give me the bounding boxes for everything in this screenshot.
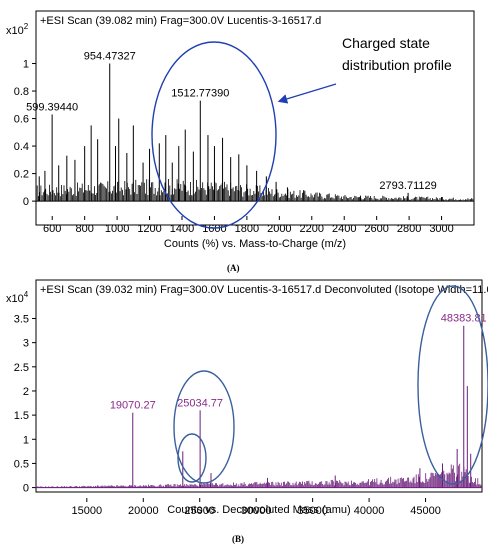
y-tick-label: 0.8 <box>14 86 29 98</box>
x-tick-label: 20000 <box>128 505 159 517</box>
panel-b-x-label: Counts vs. Deconvoluted Mass (amu) <box>167 504 350 516</box>
peak-label: 48383.81 <box>441 313 487 325</box>
y-tick-label: 3 <box>23 338 29 350</box>
panel-b-noise <box>35 463 482 489</box>
x-tick-label: 800 <box>75 223 93 235</box>
peak-label: 2793.71129 <box>379 180 436 192</box>
peak-label: 19070.27 <box>110 400 156 412</box>
x-tick-label: 30000 <box>241 505 272 517</box>
x-tick-label: 1200 <box>137 223 161 235</box>
panel-b-frame <box>35 279 483 493</box>
x-tick-label: 1000 <box>105 223 129 235</box>
y-tick-label: 2 <box>23 386 29 398</box>
peak-label: 954.47327 <box>84 51 136 63</box>
panel-a-frame <box>35 10 475 226</box>
x-tick-label: 1800 <box>235 223 259 235</box>
panel-b-peaks <box>132 325 472 488</box>
ellipse-48k <box>417 285 488 485</box>
panel-b-peak-labels: 19070.27 25034.77 48383.81 <box>110 313 487 412</box>
panel-a-header: +ESI Scan (39.082 min) Frag=300.0V Lucen… <box>40 15 321 27</box>
y-tick-label: 2.5 <box>14 362 29 374</box>
x-tick-label: 2200 <box>300 223 324 235</box>
x-tick-label: 600 <box>43 223 61 235</box>
panel-a-x-ticks: 600 800 1000 1200 1400 1600 1800 2000 2200 2400 26… <box>43 216 454 235</box>
panel-b-header: +ESI Scan (39.032 min) Frag=300.0V Lucen… <box>40 284 488 296</box>
x-tick-label: 45000 <box>410 505 441 517</box>
x-tick-label: 2400 <box>332 223 356 235</box>
y-tick-label: 1 <box>23 434 29 446</box>
panel-a-caption: (A) <box>227 263 240 273</box>
panel-a: +ESI Scan (39.082 min) Frag=300.0V Lucen… <box>6 10 475 273</box>
x-tick-label: 2800 <box>397 223 421 235</box>
x-tick-label: 1400 <box>170 223 194 235</box>
y-tick-label: 0.2 <box>14 169 29 181</box>
y-tick-label: 0.5 <box>14 458 29 470</box>
panel-b: +ESI Scan (39.032 min) Frag=300.0V Lucen… <box>6 279 488 544</box>
noise-trace <box>35 463 482 488</box>
x-tick-label: 35000 <box>297 505 328 517</box>
panel-b-x-ticks: 15000 20000 25000 30000 35000 40000 45000 <box>72 498 441 517</box>
annotation-arrow <box>277 83 337 104</box>
y-tick-label: 1.5 <box>14 410 29 422</box>
y-tick-label: 0 <box>23 196 29 208</box>
y-tick-label: 0.4 <box>14 141 29 153</box>
panel-b-multiplier: x104 <box>6 290 29 305</box>
ellipse-23k-small <box>177 433 207 483</box>
annotation-line-2: distribution profile <box>342 57 452 73</box>
peak-label: 599.39440 <box>26 101 78 113</box>
x-tick-label: 3000 <box>429 223 453 235</box>
x-tick-label: 25000 <box>184 505 215 517</box>
panel-a-multiplier: x102 <box>6 22 29 37</box>
peak-label: 1512.77390 <box>171 88 229 100</box>
panel-b-caption: (B) <box>232 534 244 544</box>
y-tick-label: 0 <box>23 483 29 495</box>
x-tick-label: 40000 <box>354 505 385 517</box>
charged-state-ellipse <box>151 41 277 229</box>
annotation-line-1: Charged state <box>342 35 430 51</box>
peak-label: 25034.77 <box>177 397 223 409</box>
x-tick-label: 2000 <box>267 223 291 235</box>
x-tick-label: 15000 <box>72 505 103 517</box>
panel-a-peak-labels: 599.39440 954.47327 1512.77390 2793.71129 <box>26 51 437 192</box>
panel-a-x-label: Counts (%) vs. Mass-to-Charge (m/z) <box>164 238 346 250</box>
x-tick-label: 1600 <box>202 223 226 235</box>
ellipse-25k-large <box>173 370 235 484</box>
panel-a-peaks <box>38 63 443 202</box>
panel-b-y-ticks: 0 0.5 1 1.5 2 2.5 3 3.5 <box>14 313 36 495</box>
y-tick-label: 0.6 <box>14 114 29 126</box>
y-tick-label: 3.5 <box>14 313 29 325</box>
x-tick-label: 2600 <box>364 223 388 235</box>
y-tick-label: 1 <box>23 59 29 71</box>
panel-a-y-ticks: 0 0.2 0.4 0.6 0.8 1 <box>14 59 36 208</box>
